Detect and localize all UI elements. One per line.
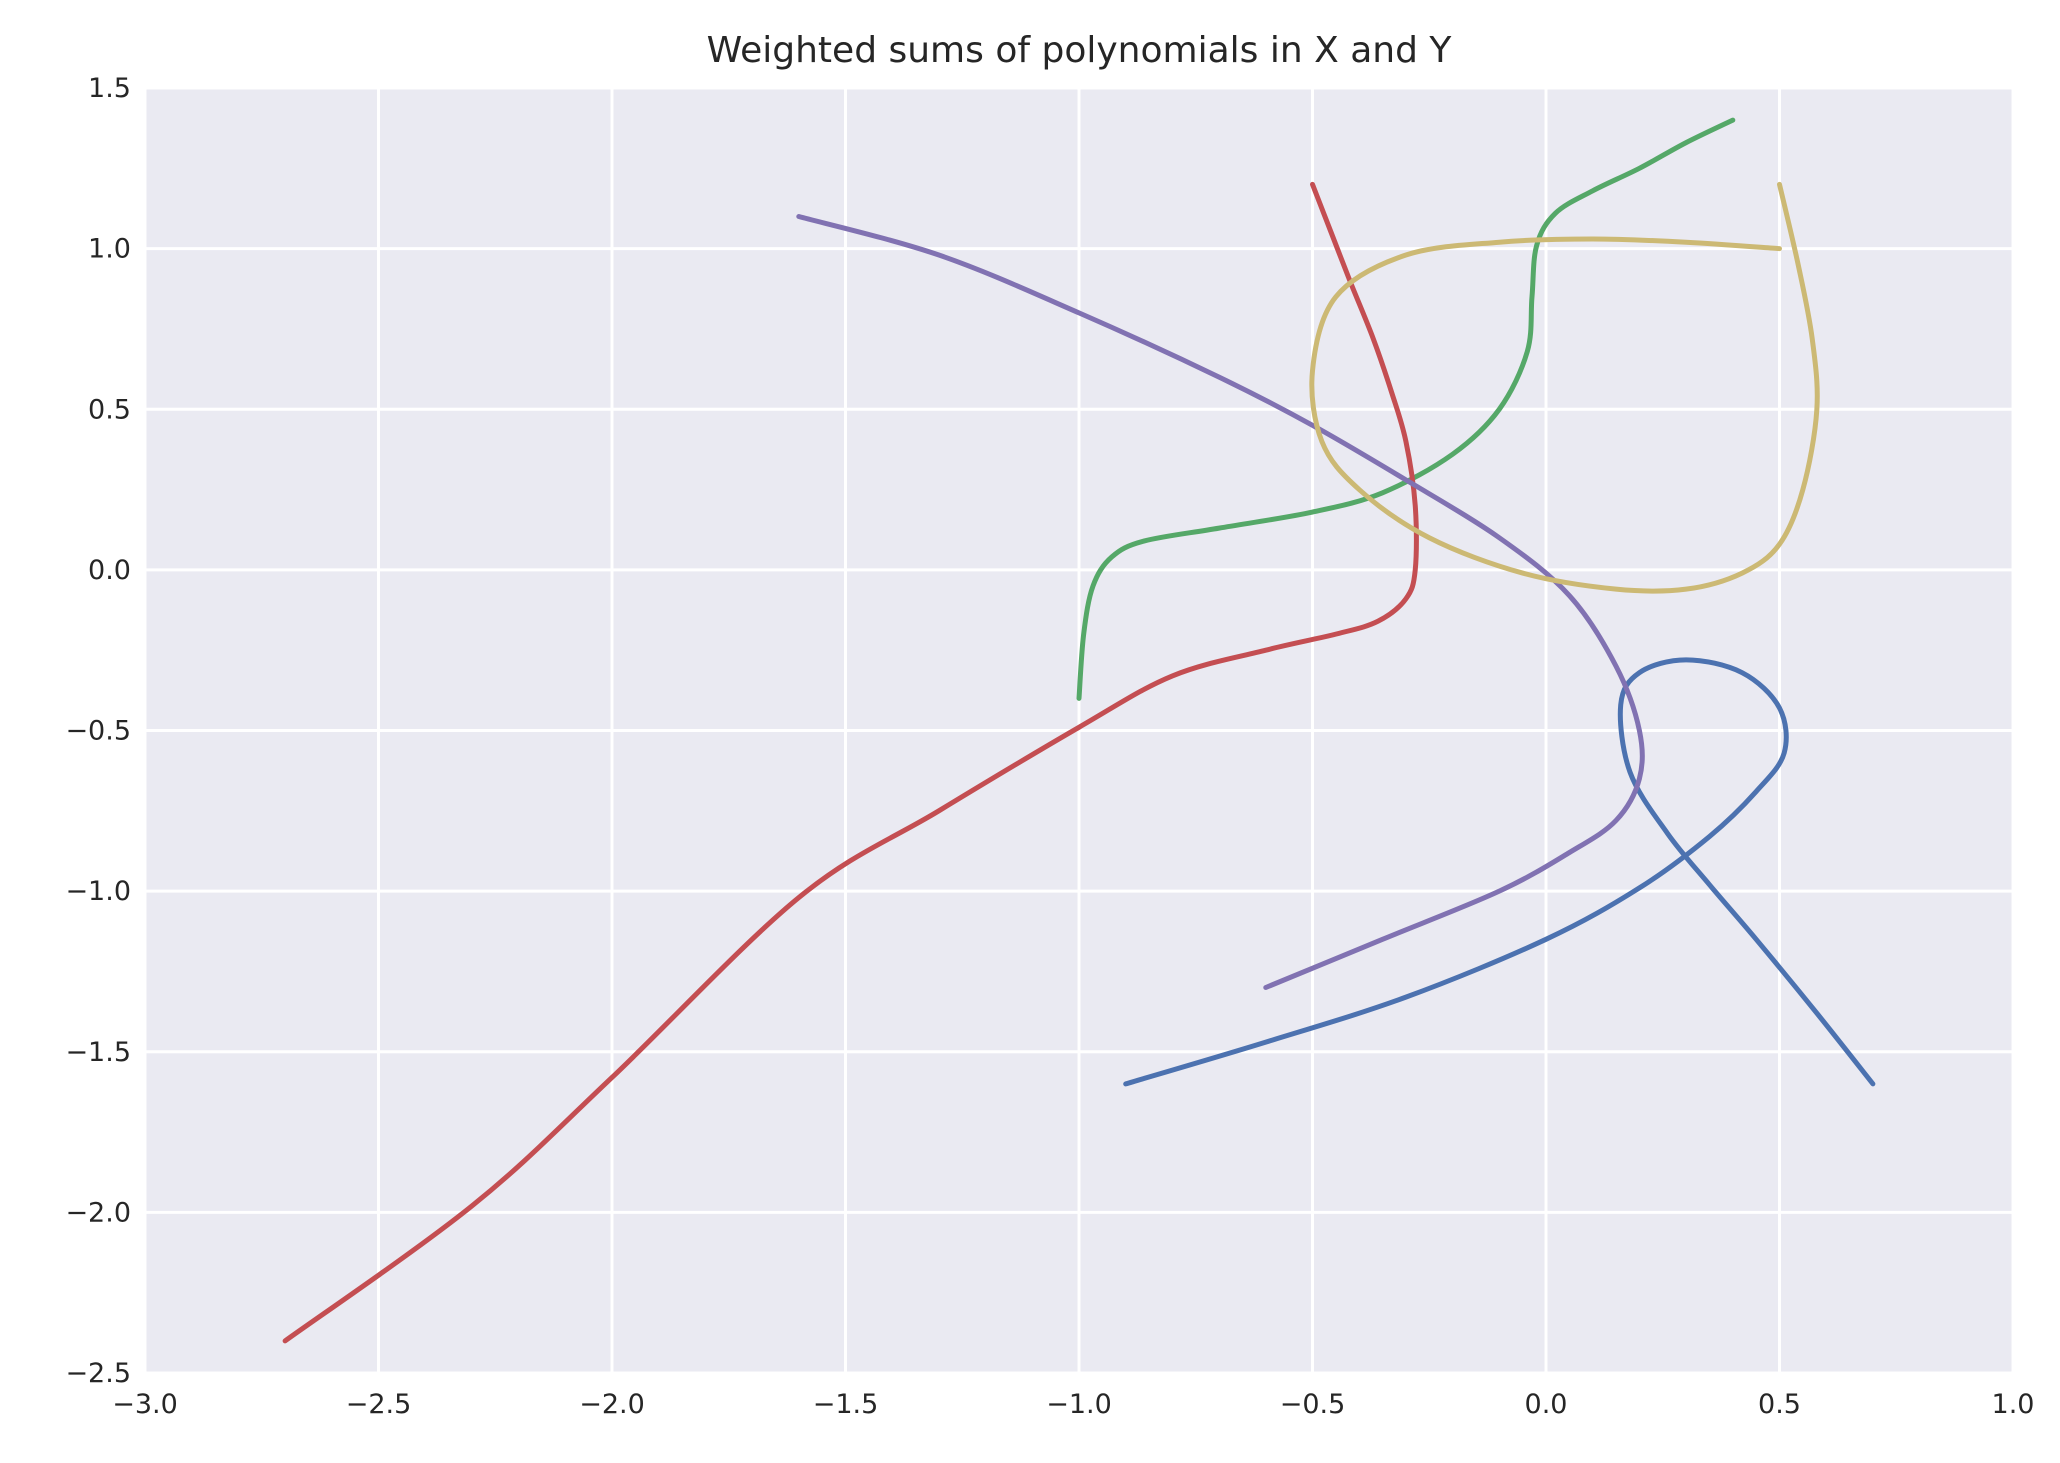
x-tick-label: −3.0 — [112, 1389, 178, 1420]
y-tick-label: −1.5 — [65, 1037, 131, 1068]
x-tick-label: −1.0 — [1046, 1389, 1112, 1420]
y-tick-label: 0.5 — [88, 394, 131, 425]
x-tick-label: 0.5 — [1758, 1389, 1801, 1420]
x-tick-label: −0.5 — [1280, 1389, 1346, 1420]
x-axis-ticks: −3.0 −2.5 −2.0 −1.5 −1.0 −0.5 0.0 0.5 1.0 — [112, 1389, 2034, 1420]
series-line-4 — [796, 214, 1645, 990]
y-tick-label: 1.5 — [88, 73, 131, 104]
y-tick-label: 0.0 — [88, 555, 131, 586]
x-tick-label: 1.0 — [1992, 1389, 2035, 1420]
y-tick-label: −1.0 — [65, 876, 131, 907]
x-tick-label: −1.5 — [813, 1389, 879, 1420]
series-line-3 — [282, 181, 1419, 1344]
y-axis-ticks: −2.5 −2.0 −1.5 −1.0 −0.5 0.0 0.5 1.0 1.5 — [65, 73, 131, 1389]
y-tick-label: −2.5 — [65, 1358, 131, 1389]
grid — [143, 86, 2015, 1375]
y-tick-label: −0.5 — [65, 716, 131, 747]
y-tick-label: 1.0 — [88, 234, 131, 265]
series-line-2 — [1076, 117, 1736, 701]
x-tick-label: −2.5 — [346, 1389, 412, 1420]
series-layer — [282, 117, 1876, 1344]
x-tick-label: −2.0 — [579, 1389, 645, 1420]
x-tick-label: 0.0 — [1525, 1389, 1568, 1420]
chart-title: Weighted sums of polynomials in X and Y — [707, 30, 1453, 71]
series-line-1 — [1123, 657, 1876, 1087]
series-line-5 — [1309, 181, 1820, 594]
y-tick-label: −2.0 — [65, 1197, 131, 1228]
